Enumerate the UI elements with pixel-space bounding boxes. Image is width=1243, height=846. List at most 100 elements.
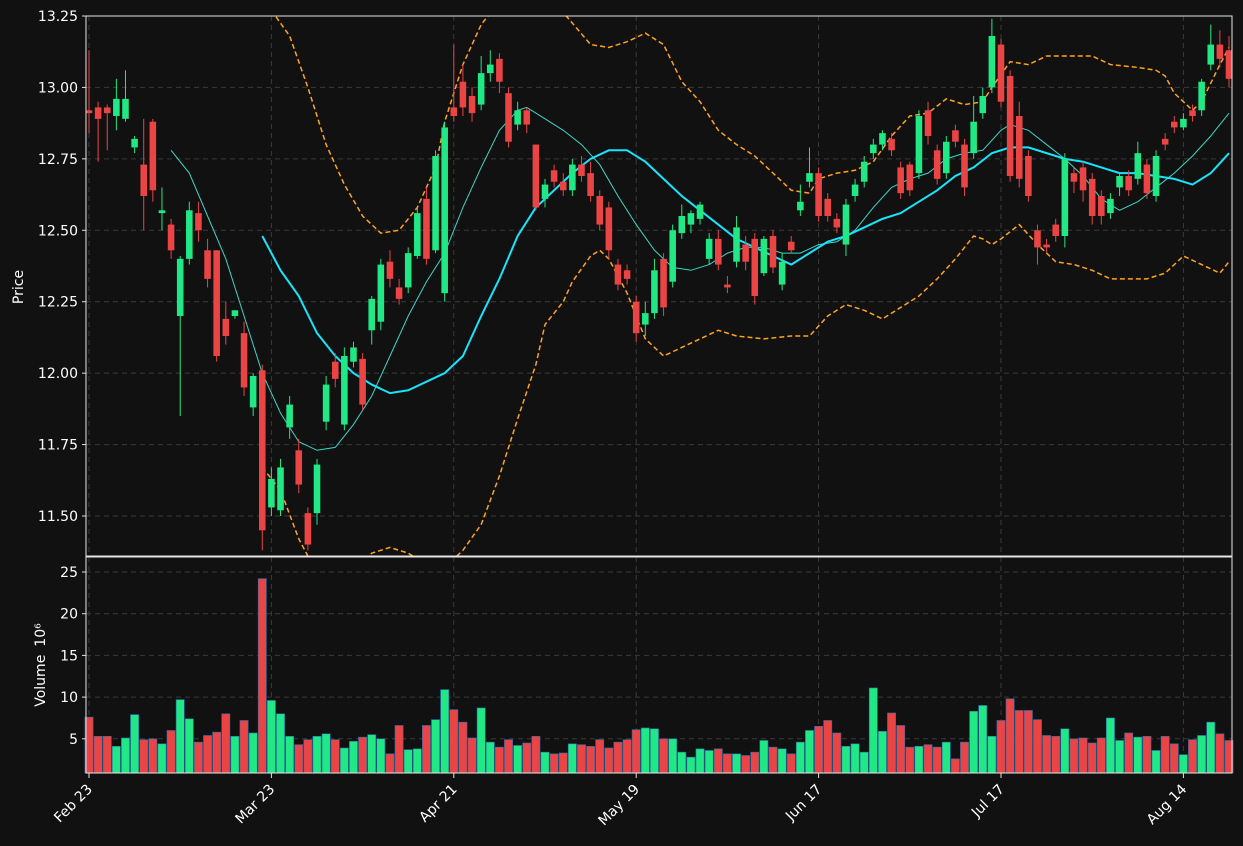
candle-body bbox=[742, 244, 749, 262]
candle-body bbox=[724, 284, 731, 288]
volume-bar bbox=[695, 748, 705, 774]
candle-body bbox=[952, 130, 959, 142]
volume-bar bbox=[504, 739, 513, 774]
candle-body bbox=[258, 370, 266, 531]
candle-body bbox=[660, 258, 667, 308]
volume-bar bbox=[823, 720, 833, 774]
candle-body bbox=[833, 218, 841, 228]
candle-body bbox=[1207, 44, 1215, 65]
candle-body bbox=[176, 258, 184, 316]
candle-body bbox=[906, 164, 914, 191]
candle-body bbox=[1180, 118, 1187, 128]
candle-body bbox=[1125, 176, 1132, 191]
candle-body bbox=[797, 201, 804, 211]
candle-body bbox=[286, 404, 293, 428]
candle-body bbox=[1052, 224, 1060, 236]
candle-body bbox=[1098, 196, 1105, 216]
candle-body bbox=[1006, 76, 1014, 176]
candle-body bbox=[587, 173, 594, 196]
candle-body bbox=[1170, 121, 1178, 128]
candle-body bbox=[669, 230, 676, 282]
candle-body bbox=[131, 138, 138, 148]
volume-bar bbox=[1087, 742, 1097, 774]
volume-bar bbox=[303, 739, 313, 774]
candle-body bbox=[103, 107, 111, 114]
candle-body bbox=[787, 241, 795, 251]
volume-bar bbox=[1033, 719, 1042, 774]
candle-body bbox=[924, 110, 932, 136]
y-tick-label: 11.50 bbox=[38, 509, 78, 525]
volume-bar bbox=[248, 732, 258, 774]
candle-body bbox=[240, 333, 248, 388]
candle-body bbox=[204, 250, 211, 279]
volume-bar bbox=[832, 732, 842, 774]
volume-bar bbox=[130, 714, 140, 774]
volume-bar bbox=[339, 747, 349, 774]
candle-body bbox=[578, 164, 585, 176]
volume-bar bbox=[157, 743, 167, 774]
volume-bar bbox=[777, 748, 787, 774]
volume-bar bbox=[923, 744, 933, 774]
volume-bar bbox=[887, 712, 896, 774]
candles bbox=[86, 18, 1232, 551]
volume-bar bbox=[1133, 736, 1143, 774]
candle-body bbox=[1088, 178, 1096, 216]
volume-bar bbox=[932, 746, 942, 774]
volume-bar bbox=[1197, 735, 1207, 774]
volume-bar bbox=[93, 736, 103, 774]
volume-bar bbox=[1106, 717, 1115, 774]
volume-bar bbox=[1014, 710, 1024, 774]
candle-body bbox=[450, 107, 458, 116]
volume-bar bbox=[312, 736, 322, 774]
volume-bar bbox=[476, 707, 486, 774]
candle-body bbox=[359, 358, 366, 405]
candle-body bbox=[1134, 153, 1142, 179]
candle-body bbox=[1116, 176, 1123, 188]
candle-body bbox=[970, 121, 977, 154]
candle-body bbox=[213, 250, 220, 356]
volume-bar bbox=[549, 753, 559, 774]
volume-bar bbox=[266, 700, 276, 774]
candle-body bbox=[368, 298, 376, 331]
volume-bar bbox=[194, 741, 203, 774]
candle-body bbox=[1152, 156, 1160, 196]
candle-body bbox=[113, 98, 120, 116]
volume-bar bbox=[732, 753, 741, 774]
volume-bar bbox=[494, 746, 504, 774]
candle-body bbox=[632, 301, 640, 334]
candle-body bbox=[441, 127, 448, 294]
volume-bar bbox=[1069, 738, 1079, 774]
candle-body bbox=[979, 96, 987, 114]
volume-bar bbox=[868, 687, 878, 774]
volume-bar bbox=[102, 736, 112, 774]
candle-body bbox=[678, 216, 686, 234]
volume-bar bbox=[276, 713, 285, 774]
candle-body bbox=[988, 36, 996, 88]
candle-body bbox=[851, 184, 859, 196]
candle-body bbox=[1225, 50, 1232, 79]
volume-bar bbox=[1178, 754, 1188, 774]
volume-bar bbox=[622, 739, 632, 774]
candle-body bbox=[386, 261, 394, 279]
y-tick-label: 11.75 bbox=[38, 438, 78, 454]
volume-label-text: Volume bbox=[33, 655, 49, 707]
candle-body bbox=[1189, 110, 1196, 116]
y-tick-label: 13.00 bbox=[38, 80, 78, 96]
candle-body bbox=[1161, 138, 1169, 145]
volume-bar bbox=[458, 721, 468, 774]
price-axis-label: Price bbox=[11, 270, 27, 304]
candle-body bbox=[961, 144, 968, 188]
candle-body bbox=[268, 478, 275, 508]
volume-bar bbox=[540, 751, 550, 774]
volume-bar bbox=[358, 736, 368, 774]
volume-bar bbox=[403, 749, 413, 774]
candle-body bbox=[1216, 44, 1224, 59]
volume-axis-label: Volume 10⁶ bbox=[33, 623, 49, 707]
candle-body bbox=[760, 238, 768, 274]
y-tick-label: 10 bbox=[60, 690, 78, 706]
candle-body bbox=[1070, 173, 1078, 182]
volume-bar bbox=[713, 748, 723, 774]
volume-bar bbox=[422, 725, 431, 774]
candle-body bbox=[313, 464, 321, 514]
